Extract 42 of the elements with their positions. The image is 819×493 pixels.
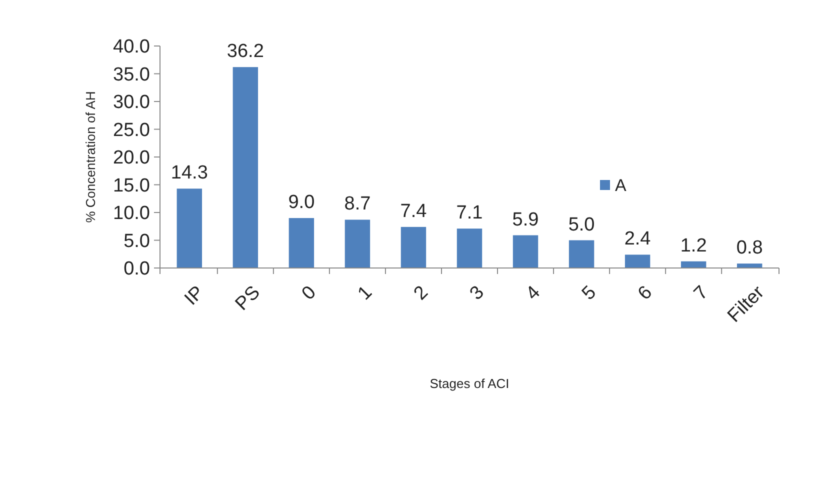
y-tick-label: 5.0 [124, 230, 150, 252]
x-tick-label: PS [232, 282, 264, 315]
data-label: 36.2 [226, 41, 264, 62]
x-tick-label: 6 [634, 282, 656, 304]
x-axis-title: Stages of ACI [430, 376, 510, 391]
bar [344, 220, 370, 268]
y-tick-label: 20.0 [113, 148, 150, 169]
x-tick-label: 7 [690, 282, 713, 304]
data-label: 5.9 [512, 209, 539, 230]
data-label: 2.4 [624, 228, 652, 250]
bar [400, 226, 426, 268]
y-axis-title: % Concentration of AH [83, 91, 98, 223]
data-label: 9.0 [288, 192, 315, 214]
y-tick-label: 30.0 [113, 92, 150, 114]
data-label: 7.4 [400, 200, 428, 222]
x-tick-label: 3 [466, 282, 488, 304]
bar [288, 218, 314, 268]
y-tick-label: 10.0 [113, 203, 150, 224]
data-label: 1.2 [680, 235, 707, 256]
bar [568, 240, 594, 268]
y-tick-label: 40.0 [113, 36, 150, 58]
data-label: 8.7 [344, 194, 371, 215]
x-tick-label: 5 [578, 282, 600, 304]
x-tick-label: 2 [410, 282, 432, 304]
data-label: 0.8 [736, 238, 763, 259]
legend-label: A [615, 176, 627, 195]
bar [456, 228, 482, 268]
x-tick-label: IP [180, 282, 208, 310]
bar [512, 235, 538, 268]
y-tick-label: 25.0 [113, 120, 150, 141]
x-tick-label: 1 [354, 282, 376, 304]
x-tick-label: 4 [522, 282, 545, 304]
y-tick-label: 0.0 [124, 258, 150, 280]
bar [176, 188, 202, 268]
bar [624, 254, 650, 268]
y-tick-label: 35.0 [113, 64, 150, 86]
data-label: 5.0 [568, 214, 595, 236]
data-label: 14.3 [170, 162, 208, 184]
data-label: 7.1 [456, 202, 483, 224]
y-tick-label: 15.0 [113, 175, 150, 196]
bar [232, 67, 258, 268]
x-tick-label: 0 [298, 282, 320, 304]
